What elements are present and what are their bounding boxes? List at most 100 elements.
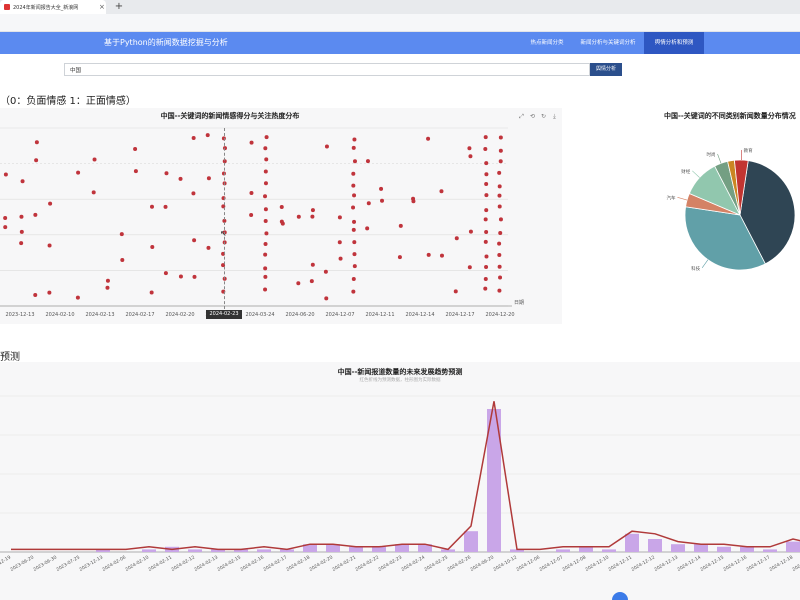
scatter-point[interactable] [483,146,488,151]
scatter-point[interactable] [337,215,342,220]
scatter-point[interactable] [263,266,268,271]
scatter-point[interactable] [205,133,210,138]
scatter-point[interactable] [192,274,197,279]
scatter-point[interactable] [398,223,403,228]
scatter-point[interactable] [19,229,24,234]
scatter-point[interactable] [19,241,24,246]
scatter-point[interactable] [324,296,329,301]
scatter-point[interactable] [352,159,357,164]
scatter-point[interactable] [484,264,489,269]
forecast-bar[interactable] [487,409,501,552]
scatter-point[interactable] [163,204,168,209]
scatter-point[interactable] [310,214,315,219]
category-pie-chart[interactable]: 科技 汽车 财经 时尚 教育 [640,130,800,290]
forecast-bar[interactable] [694,544,708,552]
forecast-bar[interactable] [441,549,455,552]
scatter-point[interactable] [497,264,502,269]
scatter-point[interactable] [263,218,268,223]
scatter-point[interactable] [439,253,444,258]
scatter-point[interactable] [351,183,356,188]
forecast-bar[interactable] [648,539,662,552]
forecast-bar[interactable] [602,549,616,552]
browser-address-bar[interactable] [0,14,800,32]
scatter-point[interactable] [263,252,268,257]
scatter-point[interactable] [498,135,503,140]
scatter-point[interactable] [323,269,328,274]
keyword-search-input[interactable] [64,63,590,76]
forecast-bar[interactable] [556,549,570,552]
scatter-point[interactable] [498,217,503,222]
scatter-point[interactable] [484,208,489,213]
nav-news-keyword-analysis[interactable]: 新闻分析与关键词分析 [580,40,636,46]
scatter-point[interactable] [483,239,488,244]
scatter-point[interactable] [497,241,502,246]
scatter-point[interactable] [467,265,472,270]
scatter-point[interactable] [483,277,488,282]
scatter-point[interactable] [264,157,269,162]
zoom-reset-icon[interactable]: ⟲ [529,113,536,120]
scatter-point[interactable] [352,264,357,269]
forecast-bar[interactable] [717,546,731,552]
scatter-point[interactable] [76,170,81,175]
zoom-icon[interactable]: ⤢ [519,113,524,120]
scatter-point[interactable] [34,140,39,145]
scatter-point[interactable] [296,281,301,286]
scatter-point[interactable] [296,214,301,219]
save-image-icon[interactable]: ⤓ [553,113,556,120]
scatter-point[interactable] [352,193,357,198]
forecast-bar[interactable] [395,544,409,552]
scatter-point[interactable] [149,290,154,295]
pie-slice[interactable] [739,160,796,265]
scatter-point[interactable] [483,286,488,291]
scatter-point[interactable] [498,148,503,153]
scatter-point[interactable] [497,288,502,293]
scatter-point[interactable] [484,161,489,166]
scatter-point[interactable] [263,287,268,292]
scatter-point[interactable] [411,196,416,201]
scatter-point[interactable] [133,169,138,174]
scatter-point[interactable] [484,229,489,234]
scatter-point[interactable] [105,285,110,290]
forecast-bar[interactable] [763,549,777,552]
scatter-point[interactable] [34,158,39,163]
scatter-point[interactable] [133,146,138,151]
scatter-point[interactable] [483,217,488,222]
scatter-point[interactable] [468,154,473,159]
scatter-point[interactable] [351,276,356,281]
scatter-point[interactable] [249,140,254,145]
forecast-bar[interactable] [464,531,478,552]
scatter-point[interactable] [310,208,315,213]
forecast-bar[interactable] [211,549,225,552]
forecast-bar[interactable] [579,546,593,552]
scatter-point[interactable] [397,255,402,260]
scatter-point[interactable] [498,275,503,280]
scatter-point[interactable] [365,226,370,231]
scatter-point[interactable] [206,245,211,250]
sentiment-scatter-chart[interactable]: 2023-12-13 2024-02-10 2024-02-13 2024-02-17… [0,120,562,324]
scatter-point[interactable] [279,204,284,209]
scatter-point[interactable] [178,274,183,279]
scatter-point[interactable] [484,193,489,198]
scatter-point[interactable] [310,262,315,267]
forecast-bar[interactable] [234,549,248,552]
scatter-point[interactable] [33,293,38,298]
scatter-point[interactable] [191,191,196,196]
scatter-point[interactable] [192,238,197,243]
scatter-point[interactable] [249,191,254,196]
scatter-point[interactable] [468,229,473,234]
scatter-point[interactable] [497,252,502,257]
scatter-point[interactable] [498,230,503,235]
scatter-point[interactable] [163,271,168,276]
scatter-point[interactable] [467,146,472,151]
nav-hot-news-category[interactable]: 热点新闻分类 [530,40,564,46]
scatter-point[interactable] [498,159,503,164]
scatter-point[interactable] [150,245,155,250]
scatter-point[interactable] [263,274,268,279]
scatter-point[interactable] [263,241,268,246]
forecast-bar[interactable] [510,549,524,552]
scatter-point[interactable] [263,207,268,212]
scatter-point[interactable] [352,252,357,257]
scatter-point[interactable] [3,225,8,230]
scatter-point[interactable] [178,176,183,181]
scatter-point[interactable] [497,204,502,209]
